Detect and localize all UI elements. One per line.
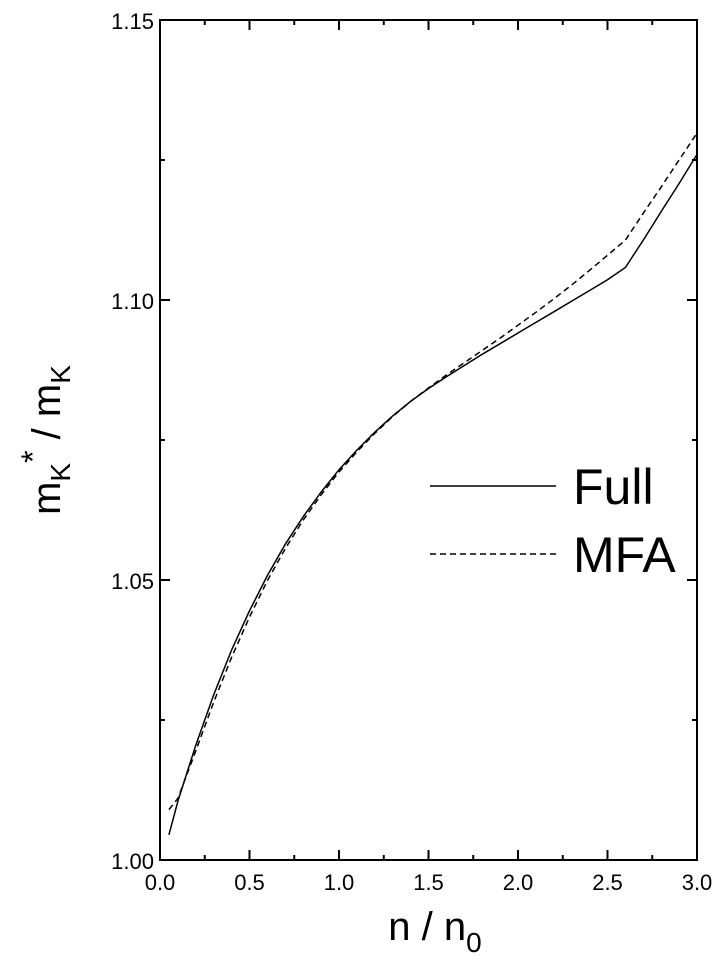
- y-tick-label: 1.10: [111, 289, 154, 314]
- x-tick-label: 2.0: [503, 870, 534, 895]
- y-tick-label: 1.15: [111, 9, 154, 34]
- legend: Full MFA: [430, 459, 676, 583]
- x-tick-label: 1.5: [413, 870, 444, 895]
- y-axis-title: mK* / mK: [15, 365, 76, 515]
- legend-label-full: Full: [573, 459, 654, 515]
- y-tick-label: 1.00: [111, 849, 154, 874]
- series-layer: [168, 132, 698, 835]
- series-line-mfa: [168, 132, 698, 811]
- x-tick-label: 0.5: [234, 870, 265, 895]
- y-axis-ticks: 1.00 1.05 1.10 1.15: [111, 9, 697, 874]
- x-tick-label: 1.0: [324, 870, 355, 895]
- x-tick-label: 0.0: [145, 870, 176, 895]
- legend-label-mfa: MFA: [573, 527, 676, 583]
- x-axis-ticks: 0.0 0.5 1.0 1.5 2.0 2.5 3.0: [145, 20, 713, 895]
- x-tick-label: 2.5: [592, 870, 623, 895]
- y-tick-label: 1.05: [111, 569, 154, 594]
- x-axis-title: n / n0: [388, 905, 481, 958]
- x-tick-label: 3.0: [682, 870, 713, 895]
- plot-frame: [159, 19, 698, 861]
